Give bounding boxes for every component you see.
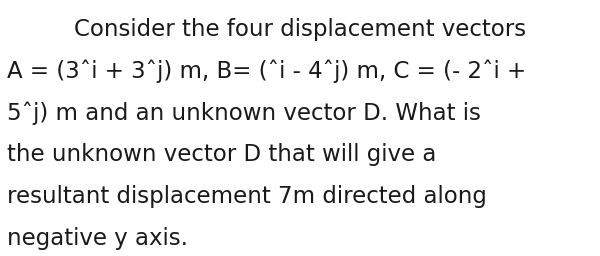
Text: negative y axis.: negative y axis. — [7, 227, 188, 250]
Text: the unknown vector D that will give a: the unknown vector D that will give a — [7, 143, 437, 166]
Text: resultant displacement 7m directed along: resultant displacement 7m directed along — [7, 185, 487, 208]
Text: A = (3ˆi + 3ˆj) m, B= (ˆi - 4ˆj) m, C = (- 2ˆi +: A = (3ˆi + 3ˆj) m, B= (ˆi - 4ˆj) m, C = … — [7, 60, 526, 83]
Text: 5ˆj) m and an unknown vector D. What is: 5ˆj) m and an unknown vector D. What is — [7, 101, 481, 125]
Text: Consider the four displacement vectors: Consider the four displacement vectors — [74, 18, 526, 41]
